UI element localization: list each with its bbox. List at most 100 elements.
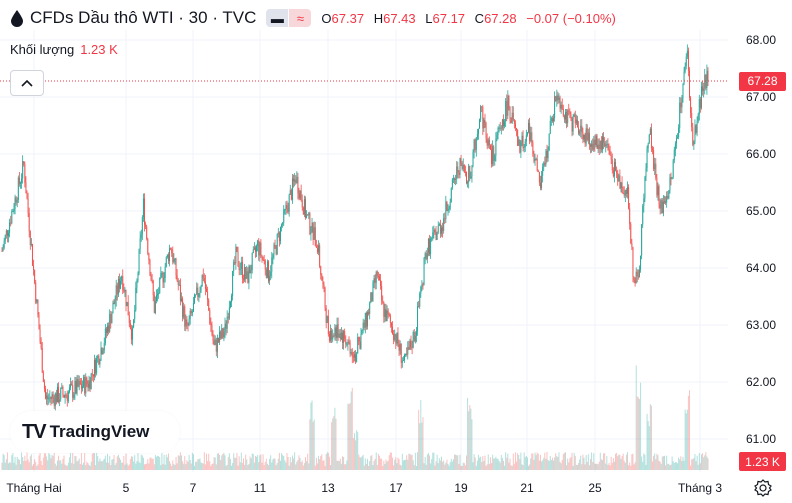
volume-bars	[1, 365, 709, 470]
volume-bar	[128, 464, 130, 470]
volume-bar	[603, 453, 605, 470]
candle-body	[452, 178, 454, 180]
volume-bar	[600, 459, 602, 470]
volume-bar	[290, 462, 292, 470]
volume-bar	[638, 399, 640, 470]
volume-bar	[448, 465, 450, 470]
candle-body	[401, 360, 403, 363]
volume-bar	[669, 465, 671, 470]
candle-body	[337, 324, 339, 338]
volume-bar	[244, 464, 246, 470]
volume-bar	[432, 452, 434, 470]
volume-bar	[630, 465, 632, 470]
candle-body	[677, 137, 679, 139]
candle-body	[84, 377, 86, 394]
candle-body	[170, 248, 172, 250]
candle-body	[666, 195, 668, 203]
candle-body	[120, 280, 122, 289]
candle-body	[350, 352, 352, 354]
candle-body	[190, 310, 192, 314]
candle-body	[485, 122, 487, 139]
candle-body	[399, 343, 401, 351]
candle-body	[630, 223, 632, 244]
volume-bar	[185, 464, 187, 470]
volume-bar	[77, 460, 79, 470]
candle-body	[446, 201, 448, 211]
candle-body	[338, 333, 340, 338]
volume-bar	[110, 465, 112, 470]
volume-bar	[159, 457, 161, 470]
candle-body	[375, 271, 377, 283]
volume-bar	[299, 457, 301, 470]
candle-body	[59, 399, 61, 402]
volume-bar	[190, 463, 192, 470]
volume-bar	[587, 454, 589, 470]
candle-body	[263, 259, 265, 261]
volume-bar	[561, 459, 563, 470]
candle-body	[176, 275, 178, 281]
candle-body	[184, 306, 186, 327]
candle-body	[349, 342, 351, 354]
candle-body	[500, 127, 502, 129]
candle-body	[407, 347, 409, 355]
volume-bar	[116, 456, 118, 470]
collapse-legend-button[interactable]	[10, 70, 44, 96]
volume-bar	[220, 460, 222, 470]
candle-body	[246, 271, 248, 279]
candle-body	[80, 384, 82, 389]
candle-body	[221, 328, 223, 339]
candle-body	[437, 225, 439, 233]
approx-icon[interactable]: ≈	[289, 9, 312, 27]
price-axis[interactable]: 68.00 67.00 66.00 65.00 64.00 63.00 62.00 61.00	[746, 33, 776, 446]
volume-bar	[153, 464, 155, 470]
volume-bar	[506, 457, 508, 470]
candle-body	[182, 298, 184, 318]
volume-bar	[242, 458, 244, 470]
symbol-title[interactable]: CFDs Dầu thô WTI · 30 · TVC	[30, 8, 257, 27]
volume-bar	[50, 458, 52, 470]
time-axis[interactable]: Tháng Hai 5 7 11 13 17 19 21 25 Tháng 3	[6, 481, 722, 495]
candle-body	[4, 234, 6, 241]
candle-body	[67, 392, 69, 401]
minus-icon[interactable]: ▬	[266, 9, 289, 27]
volume-bar	[223, 452, 225, 470]
volume-bar	[29, 456, 31, 470]
volume-bar	[395, 457, 397, 470]
volume-bar	[148, 463, 150, 470]
candle-body	[105, 328, 107, 333]
gear-icon[interactable]	[754, 479, 772, 497]
volume-bar	[578, 462, 580, 470]
volume-bar	[196, 461, 198, 470]
candle-body	[562, 109, 564, 116]
volume-bar	[412, 460, 414, 470]
volume-bar	[73, 463, 75, 470]
candle-body	[393, 333, 395, 340]
candle-body	[398, 344, 400, 351]
volume-bar	[71, 463, 73, 470]
volume-bar	[5, 459, 7, 470]
candle-body	[68, 387, 70, 393]
volume-bar	[513, 463, 515, 470]
candle-body	[117, 278, 119, 295]
volume-bar	[283, 455, 285, 470]
candle-body	[225, 323, 227, 329]
volume-bar	[126, 463, 128, 470]
volume-bar	[135, 463, 137, 470]
volume-bar	[679, 459, 681, 470]
volume-bar	[24, 455, 26, 470]
volume-bar	[10, 462, 12, 470]
last-price-tag: 67.28	[739, 71, 786, 91]
volume-bar	[439, 460, 441, 470]
tradingview-logo[interactable]: TV TradingView	[10, 411, 180, 453]
volume-bar	[433, 452, 435, 470]
volume-bar	[55, 465, 57, 470]
volume-legend: Khối lượng 1.23 K	[10, 42, 118, 57]
candle-body	[469, 165, 471, 179]
candle-body	[636, 271, 638, 276]
candle-body	[71, 383, 73, 386]
candle-body	[580, 125, 582, 132]
volume-bar	[300, 462, 302, 470]
volume-bar	[449, 462, 451, 470]
candle-body	[325, 308, 327, 323]
